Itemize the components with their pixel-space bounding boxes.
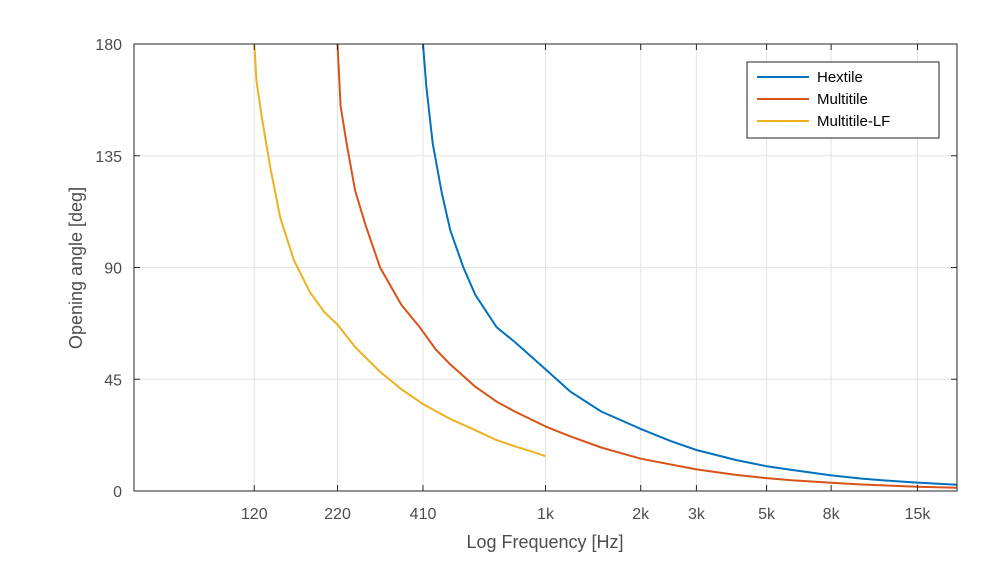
x-tick-label: 1k xyxy=(537,506,555,523)
y-tick-label: 135 xyxy=(95,149,122,166)
y-tick-label: 90 xyxy=(104,261,122,278)
x-axis-label: Log Frequency [Hz] xyxy=(466,532,623,552)
series-line-multitile-lf xyxy=(253,43,546,458)
y-tick-label: 180 xyxy=(95,37,122,54)
x-axis: 120 220 410 1k 2k 3k 5k 8k 15k xyxy=(241,44,931,523)
x-tick-label: 15k xyxy=(905,506,932,523)
legend-label: Multitile xyxy=(817,91,868,108)
legend-label: Hextile xyxy=(817,69,863,86)
y-tick-label: 0 xyxy=(113,484,122,501)
x-tick-label: 5k xyxy=(758,506,776,523)
x-tick-label: 120 xyxy=(241,506,268,523)
legend-label: Multitile-LF xyxy=(817,113,890,130)
series-line-multitile xyxy=(336,43,958,489)
y-axis: 0 45 90 135 180 xyxy=(95,37,957,501)
series-layer xyxy=(253,43,958,489)
x-tick-label: 410 xyxy=(410,506,437,523)
x-tick-label: 2k xyxy=(632,506,650,523)
x-tick-label: 3k xyxy=(688,506,706,523)
x-tick-label: 8k xyxy=(823,506,841,523)
grid xyxy=(134,44,957,491)
legend: Hextile Multitile Multitile-LF xyxy=(746,61,940,139)
y-axis-label: Opening angle [deg] xyxy=(66,187,86,349)
x-tick-label: 220 xyxy=(324,506,351,523)
series-line-hextile xyxy=(422,43,958,486)
y-tick-label: 45 xyxy=(104,372,122,389)
